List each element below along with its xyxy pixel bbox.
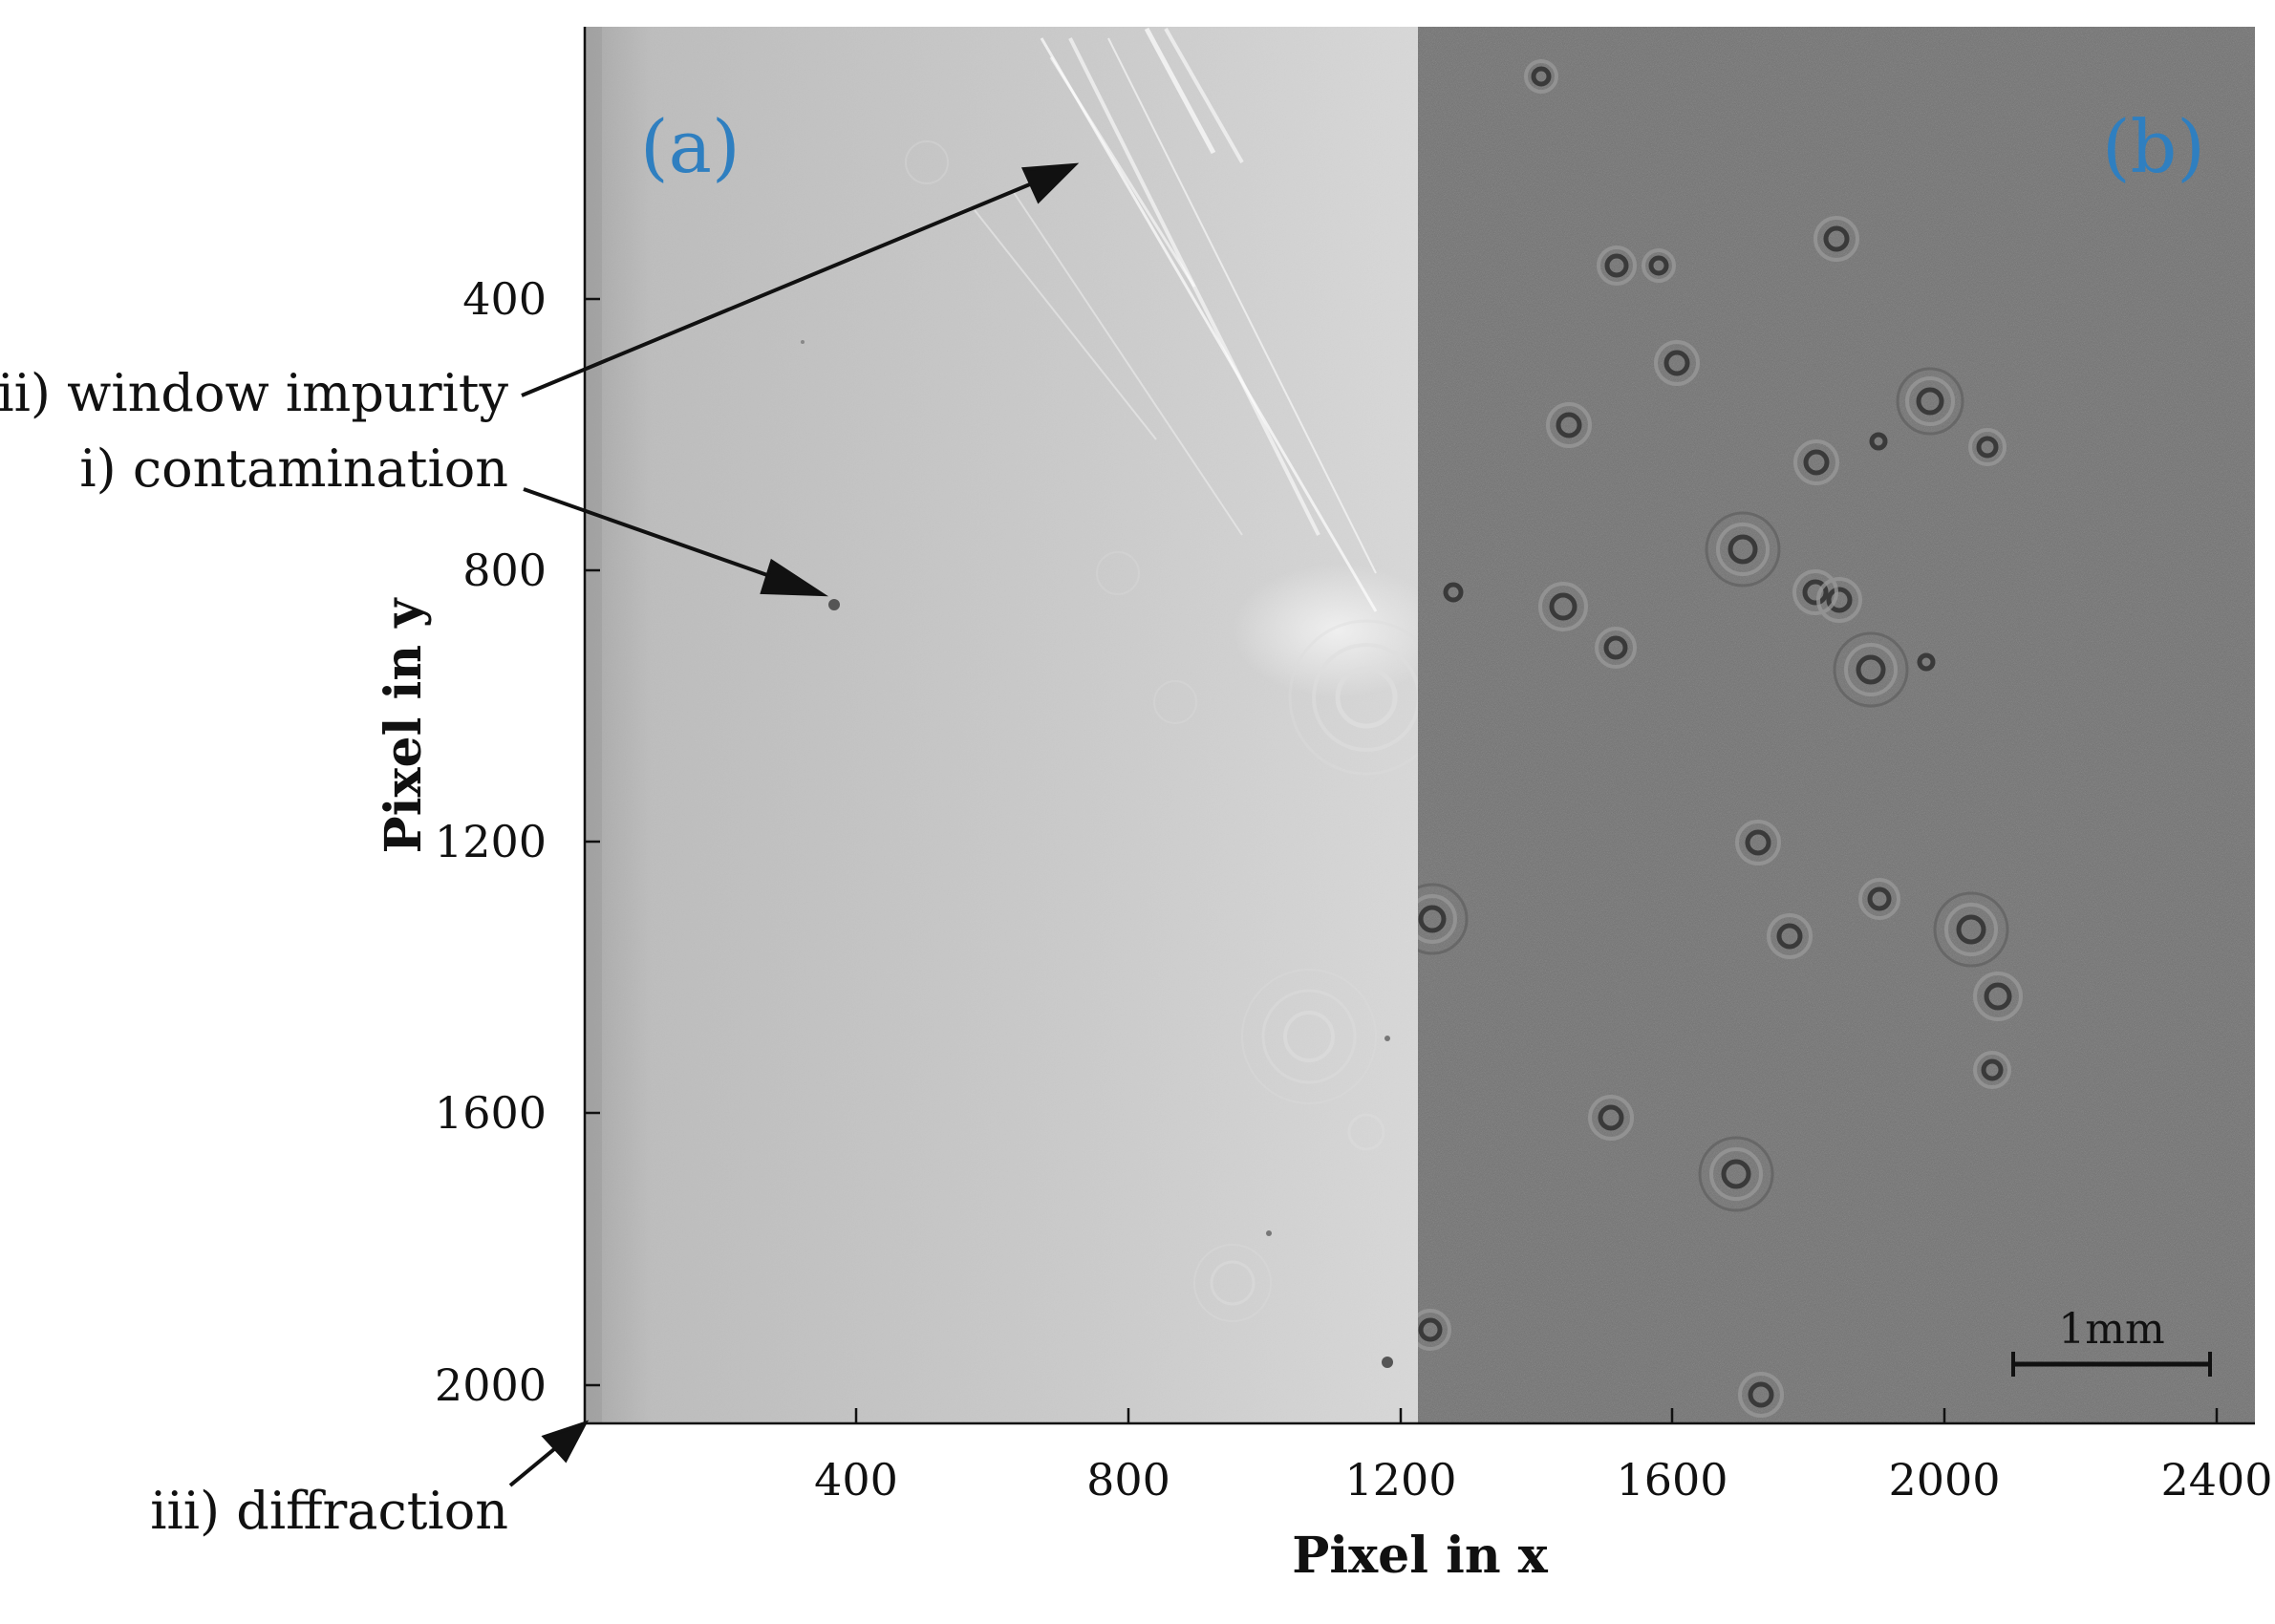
x-tick-label: 2000 xyxy=(1888,1454,2000,1506)
arrowhead-icon xyxy=(1020,162,1080,204)
arrowhead-icon xyxy=(760,558,829,597)
contamination-dots xyxy=(801,340,1393,1368)
x-tick-label: 800 xyxy=(1086,1454,1170,1506)
axes xyxy=(583,27,2255,1425)
scale-bar: 1mm xyxy=(2011,1305,2212,1377)
annotation-arrows xyxy=(508,162,1080,1487)
x-tick-label: 1600 xyxy=(1616,1454,1728,1506)
y-tick-labels: 400 800 1200 1600 2000 xyxy=(435,273,547,1411)
panel-b-image xyxy=(1418,27,2255,1423)
x-tick-label: 400 xyxy=(814,1454,898,1506)
x-ticks xyxy=(854,1408,2219,1423)
x-tick-label: 1200 xyxy=(1344,1454,1456,1506)
y-tick-label: 2000 xyxy=(435,1359,547,1411)
y-tick-label: 400 xyxy=(462,273,547,325)
x-axis-label: Pixel in x xyxy=(1292,1527,1548,1585)
x-tick-label: 2400 xyxy=(2160,1454,2272,1506)
panel-a-diffraction-rings xyxy=(905,140,1418,1322)
y-axis-label: Pixel in y xyxy=(375,597,433,853)
panel-label-b: (b) xyxy=(2102,104,2205,189)
annotation-contamination: i) contamination xyxy=(79,438,508,499)
y-tick-label: 1200 xyxy=(435,816,547,867)
arrowhead-icon xyxy=(541,1420,590,1464)
panel-label-a: (a) xyxy=(640,104,740,189)
annotation-diffraction: iii) diffraction xyxy=(150,1481,508,1541)
arrow-window-impurity xyxy=(521,180,1038,397)
panel-a-image xyxy=(585,27,1418,1423)
scale-bar-label: 1mm xyxy=(2058,1305,2164,1354)
y-tick-label: 800 xyxy=(462,545,547,596)
arrow-contamination xyxy=(523,487,784,583)
x-tick-labels: 400 800 1200 1600 2000 2400 xyxy=(814,1454,2272,1506)
arrow-diffraction xyxy=(508,1442,562,1487)
y-ticks xyxy=(585,297,600,1387)
panel-b-particle-rings xyxy=(1418,59,2023,1418)
annotation-window-impurity: ii) window impurity xyxy=(0,363,508,423)
window-impurity-streaks xyxy=(974,27,1418,697)
y-tick-label: 1600 xyxy=(435,1087,547,1139)
